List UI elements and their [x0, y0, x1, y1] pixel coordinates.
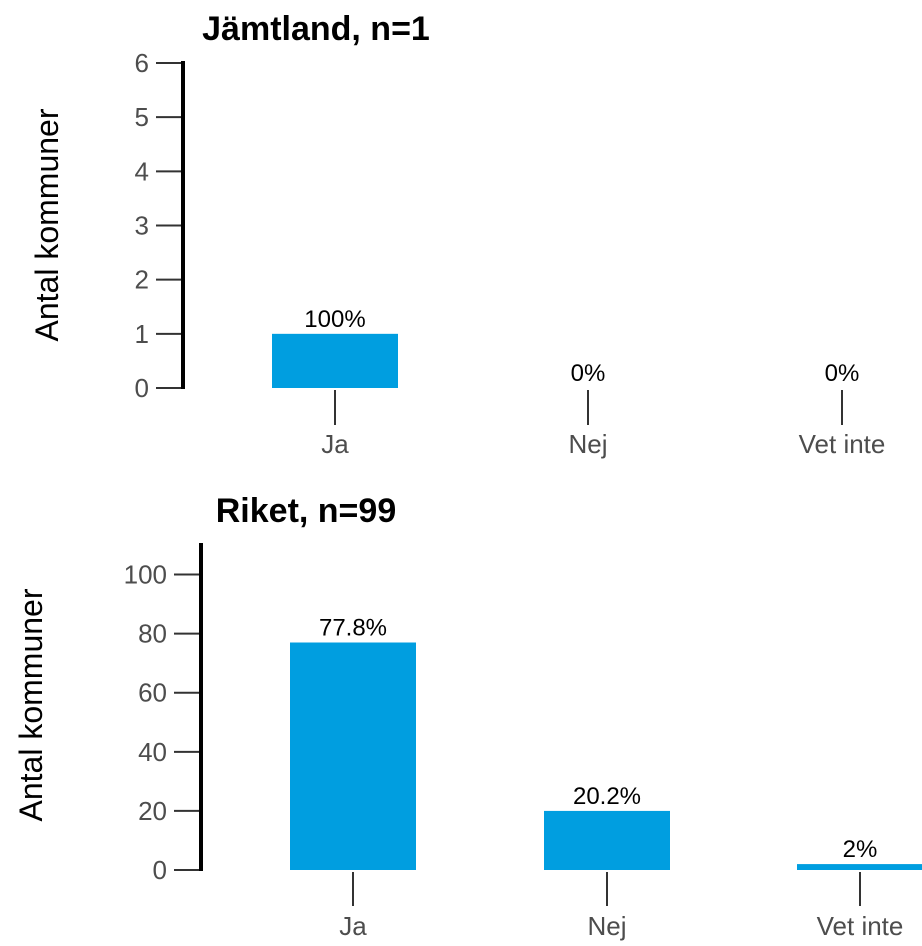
bar	[290, 642, 416, 870]
y-tick-label: 1	[135, 319, 149, 349]
y-tick-label: 4	[135, 156, 149, 186]
bar-data-label: 0%	[571, 360, 606, 387]
bar-data-label: 0%	[825, 360, 860, 387]
bar-data-label: 77.8%	[319, 615, 387, 642]
y-tick-label: 40	[138, 737, 167, 767]
y-tick-label: 2	[135, 265, 149, 295]
y-tick-label: 60	[138, 678, 167, 708]
bar	[272, 333, 398, 388]
x-tick-label: Nej	[587, 911, 626, 941]
x-tick-label: Vet inte	[817, 911, 904, 941]
y-axis-label: Antal kommuner	[13, 588, 49, 821]
x-tick-label: Nej	[568, 429, 607, 459]
chart-title: Jämtland, n=1	[202, 10, 430, 48]
panel-riket: Riket, n=99 Antal kommuner 0 20 40 60 80 100 77.…	[13, 492, 922, 941]
x-tick-label: Vet inte	[799, 429, 886, 459]
y-tick-label: 0	[135, 373, 149, 403]
y-tick-label: 80	[138, 619, 167, 649]
y-axis-label: Antal kommuner	[29, 108, 65, 341]
bar-data-label: 20.2%	[573, 783, 641, 810]
bar	[797, 864, 922, 870]
x-tick-label: Ja	[339, 911, 367, 941]
y-tick-label: 6	[135, 48, 149, 78]
y-tick-label: 100	[124, 560, 167, 590]
y-tick-label: 3	[135, 211, 149, 241]
y-tick-label: 0	[153, 855, 167, 885]
y-tick-label: 20	[138, 796, 167, 826]
bar-data-label: 2%	[843, 836, 878, 863]
chart-title: Riket, n=99	[216, 492, 396, 530]
panel-jamtland: Jämtland, n=1 Antal kommuner 0 1 2 3 4 5 6 100% Ja…	[29, 10, 885, 459]
bar-data-label: 100%	[304, 306, 365, 333]
y-tick-label: 5	[135, 102, 149, 132]
bar	[544, 810, 670, 870]
x-tick-label: Ja	[321, 429, 349, 459]
